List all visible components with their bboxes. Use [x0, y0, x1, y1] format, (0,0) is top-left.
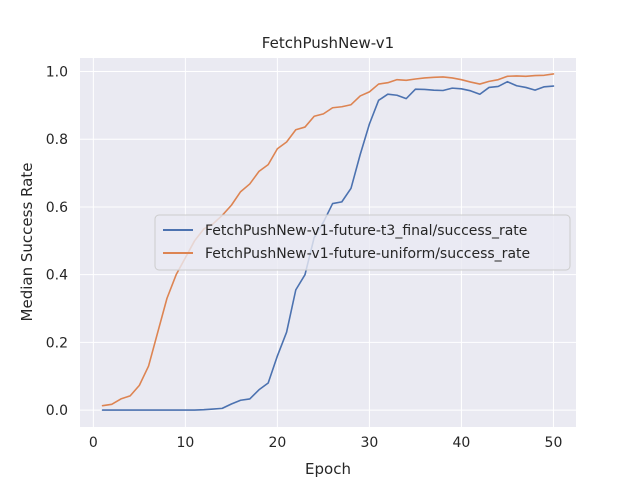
y-tick-label: 0.2: [46, 335, 68, 351]
x-tick-label: 40: [453, 435, 471, 451]
x-tick-label: 0: [89, 435, 98, 451]
series-line-t3-final: [101, 80, 555, 411]
y-tick-label: 0.6: [46, 200, 68, 216]
series-group: [101, 73, 555, 411]
y-tick-label: 0.8: [46, 132, 68, 148]
series-line-uniform: [101, 73, 555, 407]
ticks: 0 10 20 30 40 50 0.0 0.2 0.4 0.6 0.8 1.0: [46, 65, 563, 451]
y-tick-label: 1.0: [46, 65, 68, 81]
legend-label-uniform: FetchPushNew-v1-future-uniform/success_r…: [205, 246, 530, 262]
legend: FetchPushNew-v1-future-t3_final/success_…: [154, 214, 571, 271]
y-tick-label: 0.0: [46, 403, 68, 419]
x-tick-label: 30: [360, 435, 378, 451]
x-axis-label: Epoch: [305, 460, 351, 478]
x-tick-label: 10: [176, 435, 194, 451]
legend-box: [154, 214, 571, 271]
legend-label-t3-final: FetchPushNew-v1-future-t3_final/success_…: [205, 223, 527, 239]
y-axis-label: Median Success Rate: [18, 163, 36, 322]
x-tick-label: 50: [545, 435, 563, 451]
x-tick-label: 20: [268, 435, 286, 451]
y-tick-label: 0.4: [46, 268, 68, 284]
chart-title: FetchPushNew-v1: [262, 34, 394, 52]
